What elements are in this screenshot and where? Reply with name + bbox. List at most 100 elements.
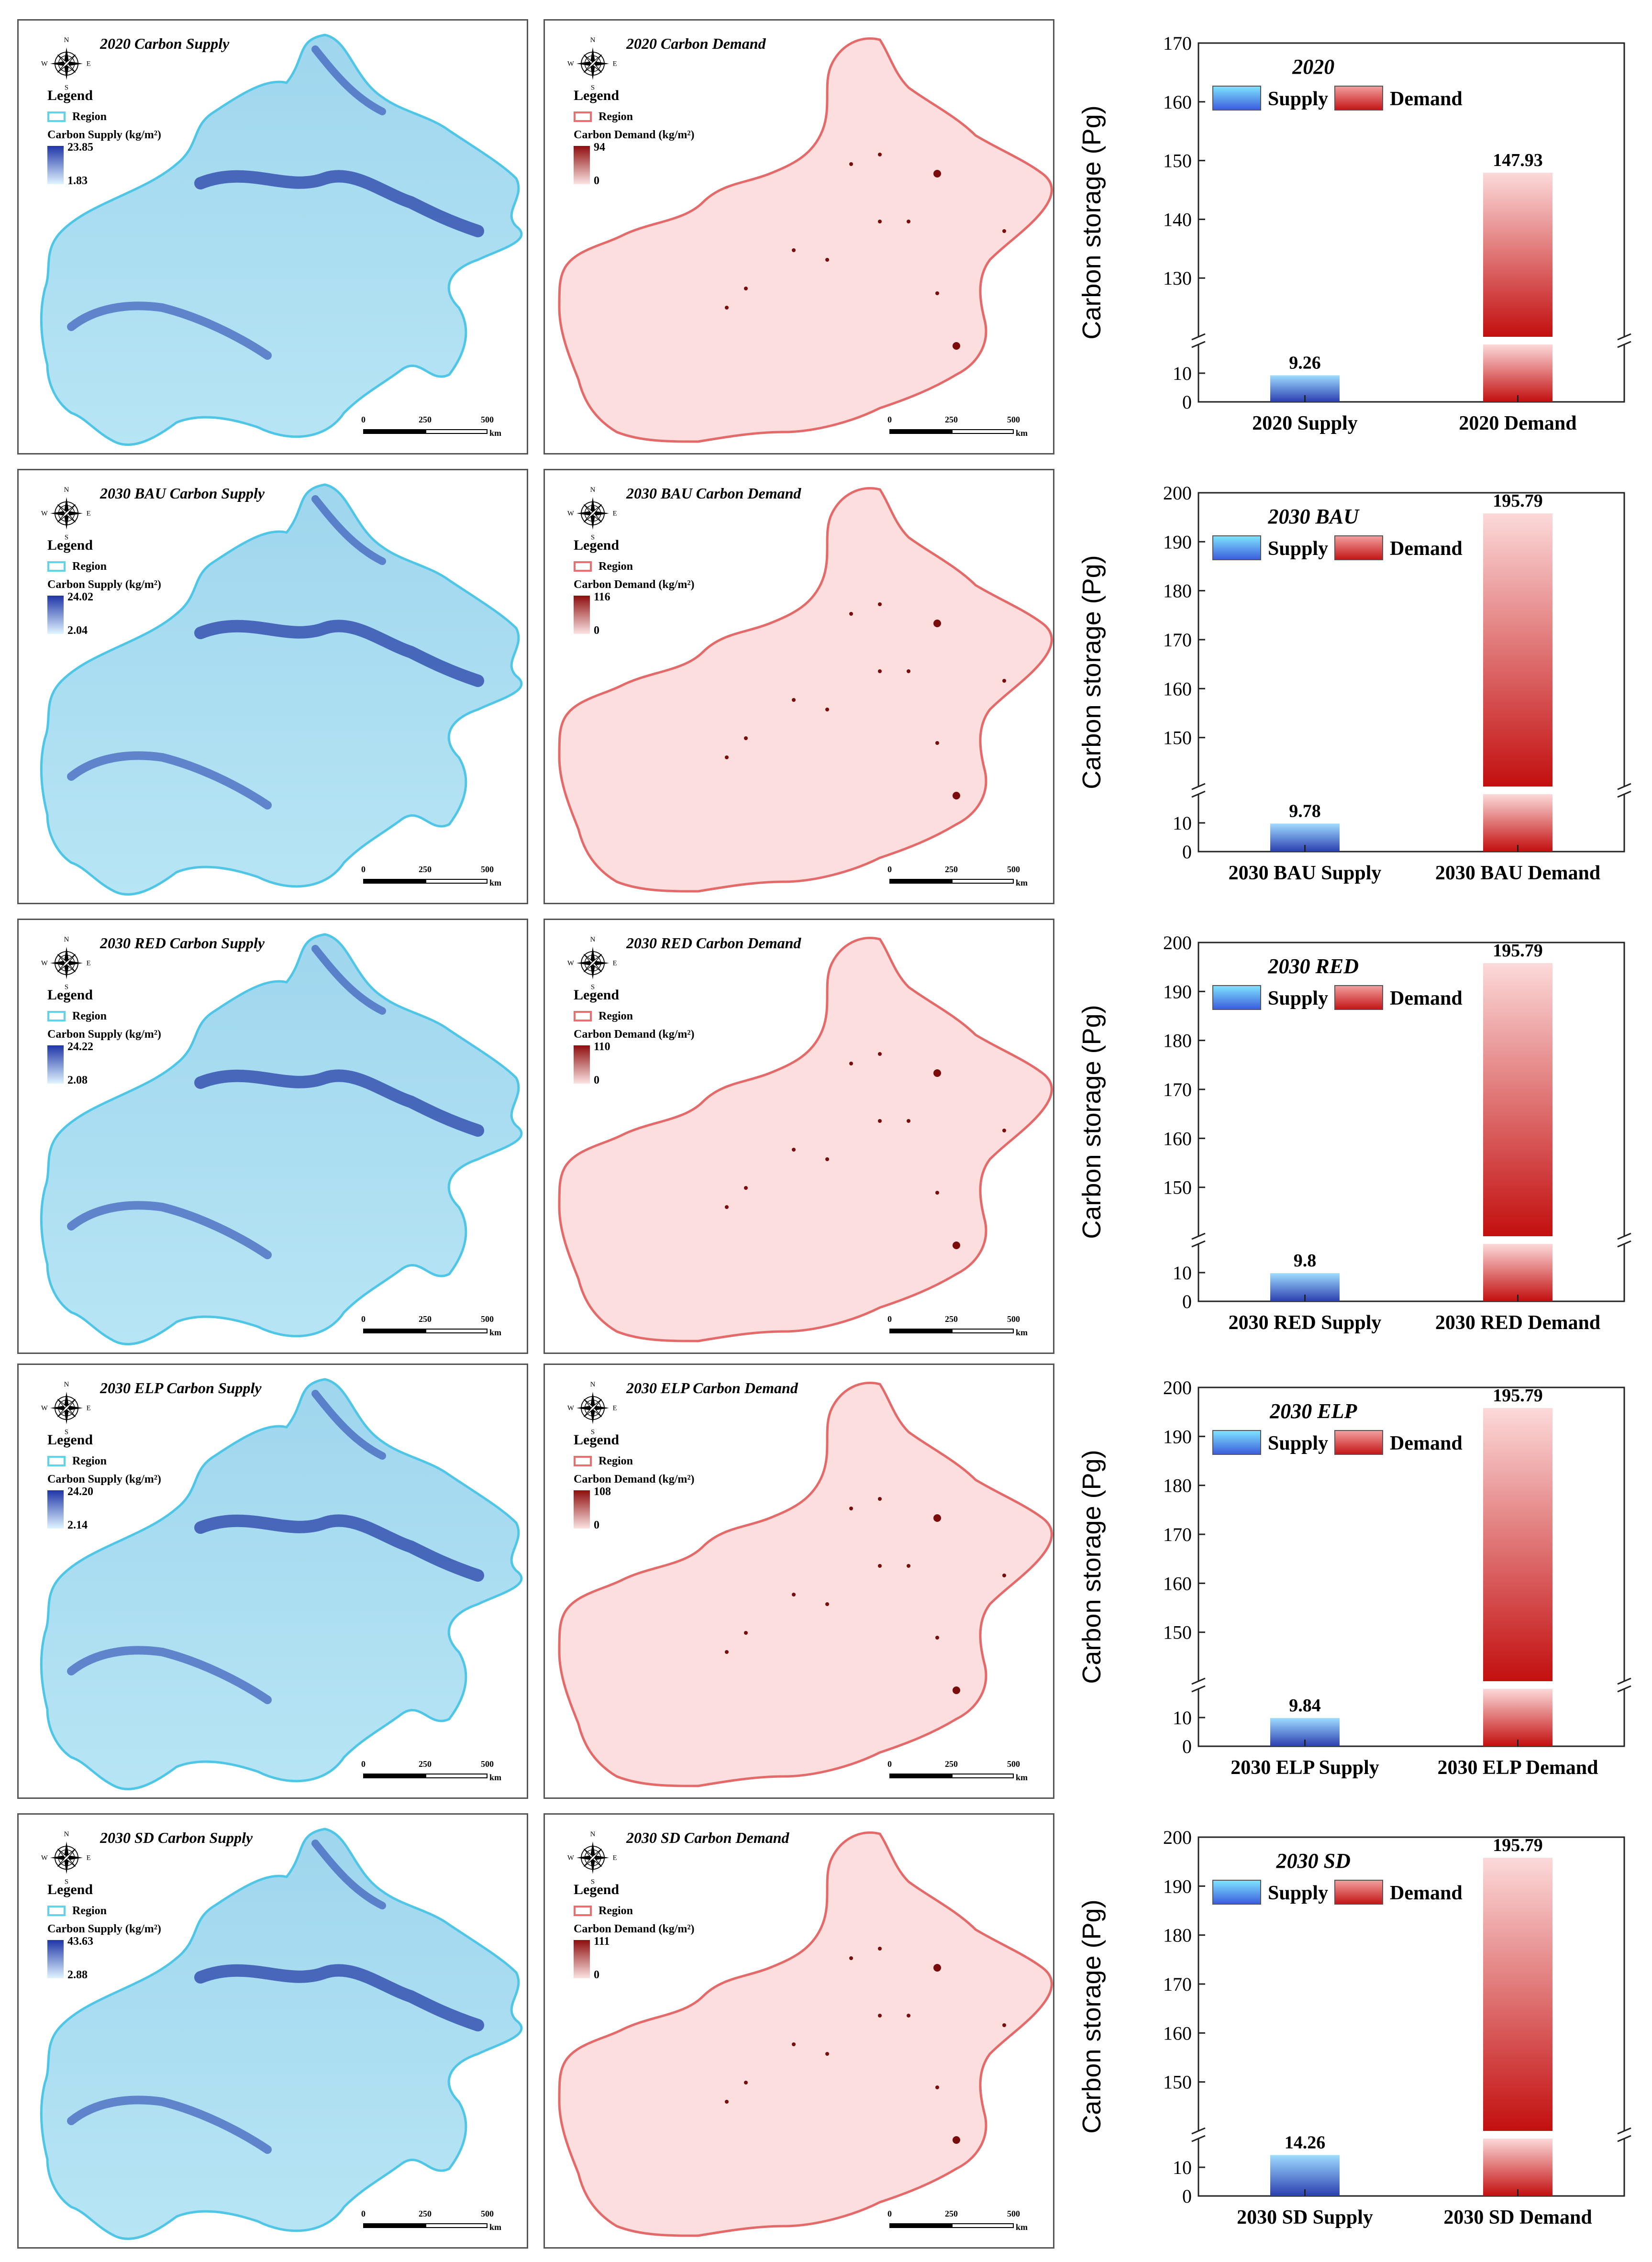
scale-label-0: 0 [361,2209,366,2218]
bar-chart: 0 10 150 160 170 180 190 200 Carbon storage (Pg)… [1060,1354,1643,1794]
compass-rose-icon: N S E W [567,36,617,92]
legend-color-ramp [574,1490,590,1529]
demand-hotspot [849,1507,853,1510]
map-title: 2020 Carbon Demand [626,35,766,52]
scale-unit: km [1016,878,1028,887]
legend-region-swatch [574,1906,592,1916]
demand-hotspot [725,306,729,310]
value-label: 14.26 [1285,2132,1326,2152]
map-title: 2020 Carbon Supply [100,35,230,52]
demand-hotspot [744,2081,748,2085]
demand-hotspot [1002,2023,1006,2027]
demand-hotspot [878,1052,882,1056]
axis-break-mark [1191,1685,1206,1693]
demand-hotspot [878,1564,882,1568]
compass-rose-icon: N S E W [41,36,91,92]
bar-chart: 0 10 150 160 170 180 190 200 Carbon storage (Pg)… [1060,459,1643,899]
axis-break-mark [1617,1685,1631,1693]
scale-bar-segment-black [889,1774,952,1778]
demand-hotspot [825,1157,829,1161]
demand-hotspot [878,1947,882,1951]
legend-region-label: Region [72,111,107,123]
y-tick-label: 200 [1163,932,1192,954]
axis-break-mark [1191,790,1206,798]
y-tick-label: 0 [1182,2185,1192,2207]
compass-s-label: S [65,983,68,991]
compass-e-label: E [613,60,617,68]
axis-break-mark [1617,2135,1631,2142]
demand-hotspot [878,602,882,606]
scale-label-0: 0 [887,1759,892,1769]
demand-bar-upper [1483,1408,1552,1681]
y-tick-label: 160 [1163,91,1192,113]
axis-break-mark [1617,341,1631,348]
demand-hotspot [1002,679,1006,683]
scale-label-0: 0 [887,865,892,874]
demand-map [558,37,1053,443]
demand-map [558,487,1053,893]
y-tick-label: 170 [1163,1079,1192,1100]
axis-break-mark [1191,783,1206,790]
compass-rose-icon: N S E W [41,486,91,542]
demand-bar-lower [1483,344,1552,402]
compass-s-label: S [65,84,68,91]
legend-region-swatch [47,1011,66,1021]
y-tick-label: 0 [1182,391,1192,413]
scale-label-0: 0 [887,1314,892,1324]
scale-label-500: 500 [1007,415,1020,424]
scale-bar: 0 250 500 km [887,2209,1028,2232]
compass-w-label: W [567,1854,574,1862]
y-tick-label: 200 [1163,1827,1192,1848]
compass-e-label: E [87,510,91,518]
scale-bar-segment-white [425,1329,488,1333]
supply-map [40,483,523,896]
legend-supply-label: Supply [1268,88,1328,110]
demand-hotspot [907,220,910,223]
legend-demand-swatch [1334,1430,1383,1455]
demand-hotspot [1002,1129,1006,1132]
demand-hotspot [725,1650,729,1654]
scale-bar-segment-black [363,1774,425,1778]
demand-hotspot [744,736,748,740]
mountain-band [67,1201,272,1259]
legend-max-value: 116 [594,591,610,603]
axis-break-mark [1191,2127,1206,2135]
demand-hotspot [878,1497,882,1501]
legend-title: Legend [47,987,93,1003]
demand-map [558,1381,1053,1787]
legend-min-value: 2.08 [67,1074,88,1087]
legend-region-label: Region [599,1010,633,1022]
compass-rose-icon: N S E W [567,486,617,542]
demand-hotspot [849,1062,853,1065]
y-tick-label: 10 [1173,812,1192,834]
legend-demand-label: Demand [1390,1432,1463,1454]
compass-e-label: E [613,1854,617,1862]
demand-hotspot [878,2014,882,2018]
scale-bar-segment-white [952,2223,1014,2228]
demand-hotspot [933,1514,941,1522]
scale-bar-segment-black [889,429,952,434]
y-tick-label: 200 [1163,482,1192,504]
compass-e-label: E [87,960,91,967]
y-tick-label: 180 [1163,1925,1192,1946]
demand-hotspot [953,1242,960,1249]
axis-break-mark [1191,1240,1206,1248]
axis-break-mark [1617,790,1631,798]
scale-bar: 0 250 500 km [887,1759,1028,1782]
compass-rose-icon: N S E W [567,1381,617,1436]
legend-max-value: 108 [594,1486,611,1498]
scale-label-500: 500 [481,415,494,424]
scale-bar-segment-black [363,879,425,884]
compass-n-label: N [590,936,596,943]
scale-unit: km [489,1328,502,1337]
legend-min-value: 0 [594,1074,599,1087]
legend-color-ramp [47,596,64,634]
demand-hotspot [1002,1574,1006,1577]
legend-region-swatch [574,1456,592,1466]
scale-bar-segment-white [952,1774,1014,1778]
legend-color-ramp [47,1490,64,1529]
demand-hotspot [825,708,829,711]
legend-demand-swatch [1334,985,1383,1010]
mountain-band [311,45,386,115]
demand-bar-upper [1483,1858,1552,2131]
